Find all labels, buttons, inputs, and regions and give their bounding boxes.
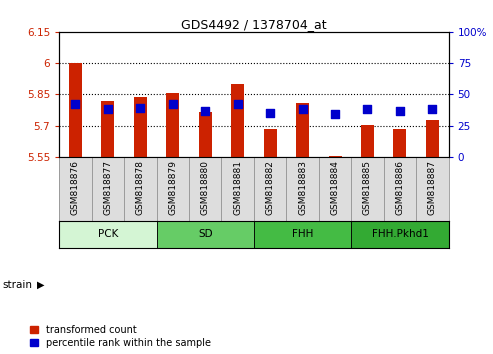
Text: GSM818880: GSM818880: [201, 160, 210, 215]
Point: [169, 102, 176, 107]
Bar: [426, 120, 439, 157]
Bar: [199, 112, 211, 157]
Text: FHH: FHH: [292, 229, 313, 239]
Title: GDS4492 / 1378704_at: GDS4492 / 1378704_at: [181, 18, 327, 31]
Text: GSM818876: GSM818876: [71, 160, 80, 215]
Bar: [351, 221, 449, 248]
Bar: [102, 101, 114, 157]
Point: [396, 108, 404, 113]
Point: [266, 110, 274, 116]
Legend: transformed count, percentile rank within the sample: transformed count, percentile rank withi…: [30, 324, 212, 349]
Text: GSM818878: GSM818878: [136, 160, 145, 215]
Bar: [166, 93, 179, 157]
Point: [71, 102, 79, 107]
Text: GSM818879: GSM818879: [168, 160, 177, 215]
Text: GSM818884: GSM818884: [330, 160, 340, 215]
Bar: [69, 63, 82, 157]
Bar: [231, 84, 244, 157]
Bar: [254, 221, 351, 248]
Point: [234, 102, 242, 107]
Point: [363, 107, 371, 112]
Text: FHH.Pkhd1: FHH.Pkhd1: [372, 229, 428, 239]
Bar: [328, 156, 342, 157]
Bar: [296, 103, 309, 157]
Text: GSM818887: GSM818887: [428, 160, 437, 215]
Text: GSM818881: GSM818881: [233, 160, 242, 215]
Point: [201, 108, 209, 113]
Bar: [264, 129, 277, 157]
Text: PCK: PCK: [98, 229, 118, 239]
Point: [428, 107, 436, 112]
Text: strain: strain: [2, 280, 33, 290]
Bar: [134, 97, 147, 157]
Point: [331, 112, 339, 117]
Bar: [156, 221, 254, 248]
Bar: [361, 125, 374, 157]
Text: GSM818877: GSM818877: [104, 160, 112, 215]
Text: SD: SD: [198, 229, 212, 239]
Text: ▶: ▶: [37, 280, 44, 290]
Bar: [393, 129, 406, 157]
Point: [104, 107, 112, 112]
Text: GSM818882: GSM818882: [266, 160, 275, 215]
Point: [137, 105, 144, 111]
Bar: [59, 221, 156, 248]
Text: GSM818883: GSM818883: [298, 160, 307, 215]
Text: GSM818886: GSM818886: [395, 160, 404, 215]
Text: GSM818885: GSM818885: [363, 160, 372, 215]
Point: [299, 107, 307, 112]
